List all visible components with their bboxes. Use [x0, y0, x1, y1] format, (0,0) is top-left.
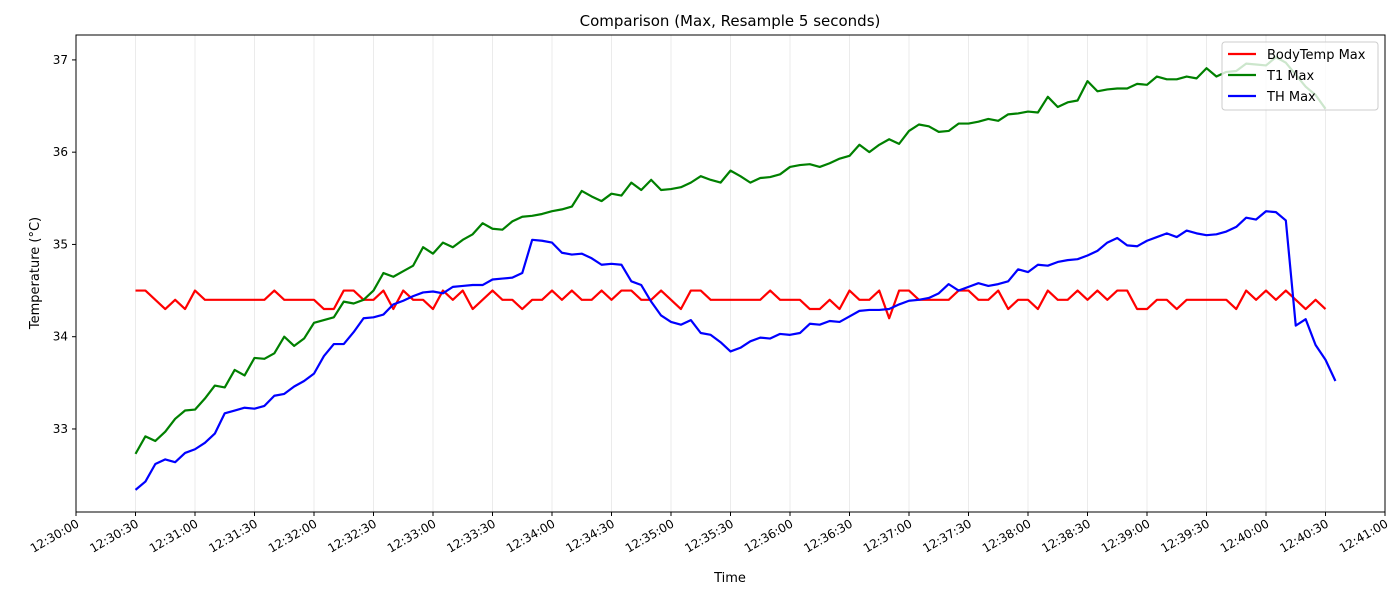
legend: BodyTemp Max T1 Max TH Max	[1221, 41, 1379, 111]
series-line-t1-max	[134, 56, 1327, 455]
series-lines	[134, 56, 1337, 491]
series-line-th-max	[134, 210, 1337, 491]
legend-entry: T1 Max	[1266, 69, 1315, 84]
legend-entry: BodyTemp Max	[1267, 48, 1366, 63]
y-tick-label: 35	[53, 237, 68, 251]
y-tick-label: 37	[53, 53, 68, 67]
y-axis-label: Temperature (°C)	[28, 217, 43, 330]
legend-entry: TH Max	[1266, 90, 1316, 105]
x-axis-label: Time	[713, 571, 746, 586]
series-line-bodytemp-max	[135, 289, 1327, 320]
y-tick-label: 33	[53, 422, 68, 436]
grid-lines	[75, 35, 1386, 512]
chart-title: Comparison (Max, Resample 5 seconds)	[580, 12, 881, 30]
legend-box	[1221, 41, 1379, 111]
y-tick-label: 36	[53, 145, 68, 159]
y-tick-label: 34	[53, 330, 68, 344]
y-axis: 33 34 35 36 37	[53, 53, 76, 436]
